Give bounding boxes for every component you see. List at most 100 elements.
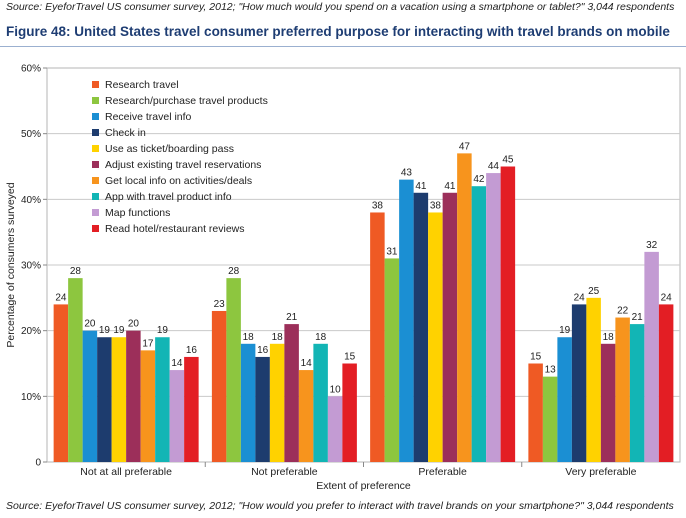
legend-label: Map functions (105, 207, 170, 219)
data-label: 13 (545, 365, 557, 376)
bar (486, 173, 501, 462)
legend-label: Research/purchase travel products (105, 95, 268, 107)
top-source-note: Source: EyeforTravel US consumer survey,… (6, 1, 675, 13)
bar (226, 278, 241, 462)
bar (399, 179, 414, 462)
bar (111, 337, 127, 462)
x-category-label: Very preferable (565, 466, 636, 478)
legend-swatch (92, 145, 99, 152)
legend-label: Receive travel info (105, 111, 192, 123)
y-tick-label: 0 (35, 458, 41, 469)
bar (184, 356, 199, 462)
y-axis-title: Percentage of consumers surveyed (5, 182, 17, 347)
bar (629, 324, 645, 462)
bar (269, 343, 285, 462)
legend-label: Check in (105, 127, 146, 139)
bar (428, 212, 443, 462)
bar (342, 363, 357, 462)
data-label: 24 (661, 292, 673, 303)
data-label: 19 (99, 325, 111, 336)
bar (255, 356, 270, 462)
bar (284, 324, 299, 462)
data-label: 21 (632, 312, 644, 323)
data-label: 24 (55, 292, 67, 303)
bar (528, 363, 543, 462)
data-label: 18 (243, 332, 255, 343)
bar (557, 337, 572, 462)
bar (68, 278, 83, 462)
data-label: 47 (459, 141, 471, 152)
data-label: 19 (113, 325, 125, 336)
bar (82, 330, 98, 462)
bar (97, 337, 112, 462)
data-label: 10 (330, 384, 342, 395)
data-label: 18 (315, 332, 327, 343)
bar (586, 297, 601, 462)
legend-label: Read hotel/restaurant reviews (105, 223, 245, 235)
data-label: 16 (257, 345, 269, 356)
data-label: 20 (128, 319, 140, 330)
data-label: 41 (415, 181, 427, 192)
y-tick-label: 10% (21, 392, 41, 403)
data-label: 38 (372, 200, 384, 211)
bar (384, 258, 400, 462)
x-category-label: Preferable (418, 466, 467, 478)
data-label: 18 (603, 332, 615, 343)
data-label: 43 (401, 168, 413, 179)
data-label: 28 (228, 266, 240, 277)
data-label: 42 (473, 174, 485, 185)
bar (313, 343, 328, 462)
legend-label: Get local info on activities/deals (105, 175, 252, 187)
bar (600, 343, 616, 462)
data-label: 24 (574, 292, 586, 303)
bar (169, 370, 185, 462)
bar (442, 192, 458, 462)
x-category-label: Not preferable (251, 466, 318, 478)
legend-swatch (92, 129, 99, 136)
bar (457, 153, 472, 462)
data-label: 32 (646, 240, 658, 251)
bar (126, 330, 141, 462)
bar (327, 396, 343, 462)
bar (615, 317, 630, 462)
bar (500, 166, 516, 462)
figure-title: Figure 48: United States travel consumer… (6, 24, 670, 39)
data-label: 41 (444, 181, 456, 192)
x-axis-title: Extent of preference (316, 480, 411, 492)
bar (413, 192, 429, 462)
data-label: 44 (488, 161, 500, 172)
legend-swatch (92, 161, 99, 168)
data-label: 45 (502, 155, 514, 166)
data-label: 18 (272, 332, 284, 343)
bar (298, 370, 314, 462)
data-label: 14 (171, 358, 183, 369)
y-tick-label: 30% (21, 261, 41, 272)
data-label: 15 (344, 352, 356, 363)
legend-label: Research travel (105, 79, 179, 91)
y-tick-label: 20% (21, 326, 41, 337)
data-label: 38 (430, 200, 442, 211)
bar (571, 304, 587, 462)
data-label: 19 (157, 325, 169, 336)
legend-swatch (92, 193, 99, 200)
bar (211, 310, 227, 462)
legend-swatch (92, 177, 99, 184)
bar (471, 186, 487, 462)
legend-swatch (92, 209, 99, 216)
bar (240, 343, 256, 462)
data-label: 19 (559, 325, 571, 336)
data-label: 23 (214, 299, 226, 310)
bar (155, 337, 170, 462)
legend-swatch (92, 81, 99, 88)
bar (140, 350, 156, 462)
bottom-source-note: Source: EyeforTravel US consumer survey,… (6, 500, 674, 512)
data-label: 28 (70, 266, 82, 277)
y-tick-label: 50% (21, 129, 41, 140)
legend-label: App with travel product info (105, 191, 232, 203)
legend-label: Adjust existing travel reservations (105, 159, 261, 171)
legend-label: Use as ticket/boarding pass (105, 143, 234, 155)
data-label: 16 (186, 345, 198, 356)
x-category-label: Not at all preferable (80, 466, 172, 478)
title-divider (0, 46, 686, 47)
